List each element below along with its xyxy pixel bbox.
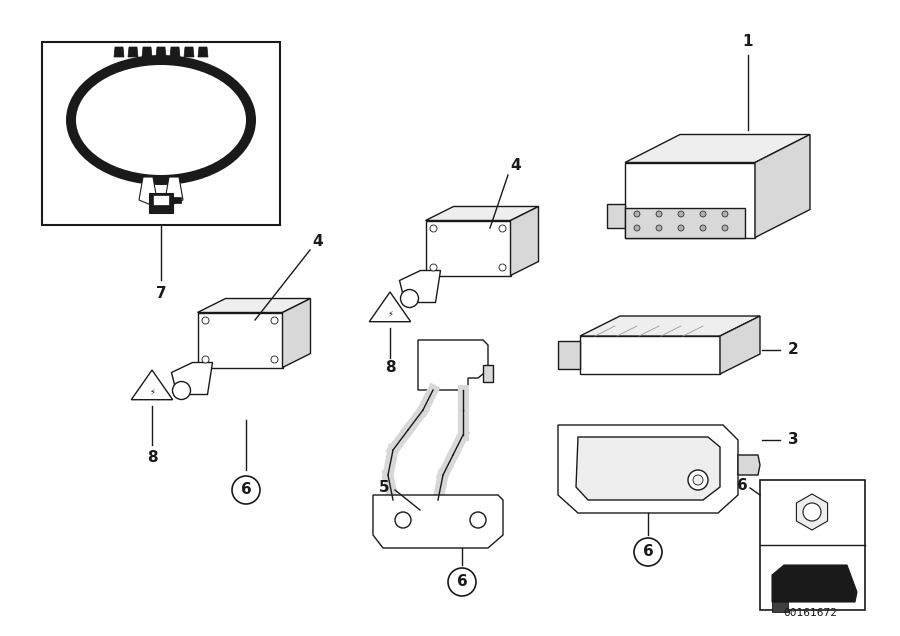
Polygon shape <box>426 221 510 275</box>
Polygon shape <box>400 270 440 303</box>
Polygon shape <box>42 42 280 225</box>
Text: 7: 7 <box>156 286 166 300</box>
Text: 6: 6 <box>240 483 251 497</box>
Ellipse shape <box>76 65 246 175</box>
Text: 3: 3 <box>788 432 798 448</box>
Circle shape <box>448 568 476 596</box>
Polygon shape <box>170 47 180 57</box>
Polygon shape <box>720 316 760 374</box>
Circle shape <box>271 356 278 363</box>
Polygon shape <box>131 370 173 399</box>
Polygon shape <box>156 47 166 57</box>
Polygon shape <box>625 208 745 237</box>
Text: 00161672: 00161672 <box>783 608 837 618</box>
Polygon shape <box>760 480 865 610</box>
Circle shape <box>803 503 821 521</box>
Circle shape <box>430 264 437 271</box>
Circle shape <box>499 225 506 232</box>
Polygon shape <box>173 197 181 203</box>
Circle shape <box>232 476 260 504</box>
Polygon shape <box>149 193 173 213</box>
Circle shape <box>693 475 703 485</box>
Polygon shape <box>576 437 720 500</box>
Circle shape <box>634 225 640 231</box>
Polygon shape <box>139 177 157 205</box>
Text: 8: 8 <box>384 361 395 375</box>
Polygon shape <box>198 47 208 57</box>
Polygon shape <box>197 298 310 312</box>
Circle shape <box>678 211 684 217</box>
Circle shape <box>700 225 706 231</box>
Text: 1: 1 <box>742 34 753 50</box>
Circle shape <box>395 512 411 528</box>
Polygon shape <box>373 495 503 548</box>
Text: 2: 2 <box>788 343 798 357</box>
Polygon shape <box>772 602 788 612</box>
Polygon shape <box>772 565 857 602</box>
Text: ⚡: ⚡ <box>387 309 393 318</box>
Text: ⚡: ⚡ <box>149 387 155 396</box>
Polygon shape <box>283 298 310 368</box>
Circle shape <box>173 382 191 399</box>
Polygon shape <box>184 47 194 57</box>
Polygon shape <box>172 363 212 394</box>
Circle shape <box>722 211 728 217</box>
Circle shape <box>678 225 684 231</box>
Polygon shape <box>738 455 760 475</box>
Polygon shape <box>580 316 760 336</box>
Circle shape <box>202 317 209 324</box>
Polygon shape <box>558 425 738 513</box>
Text: 4: 4 <box>312 235 323 249</box>
Polygon shape <box>580 336 720 374</box>
Polygon shape <box>607 204 625 228</box>
Polygon shape <box>165 177 183 205</box>
Polygon shape <box>142 47 152 57</box>
Circle shape <box>688 470 708 490</box>
Polygon shape <box>625 163 755 237</box>
Text: 5: 5 <box>379 481 390 495</box>
Polygon shape <box>510 207 538 275</box>
Polygon shape <box>369 292 410 322</box>
Circle shape <box>634 211 640 217</box>
Circle shape <box>430 225 437 232</box>
Circle shape <box>499 264 506 271</box>
Polygon shape <box>796 494 828 530</box>
Ellipse shape <box>66 55 256 185</box>
Text: 6: 6 <box>736 478 747 492</box>
Polygon shape <box>755 134 810 237</box>
Polygon shape <box>558 341 580 369</box>
Circle shape <box>271 317 278 324</box>
Polygon shape <box>625 134 810 163</box>
Polygon shape <box>197 312 283 368</box>
Circle shape <box>202 356 209 363</box>
Circle shape <box>700 211 706 217</box>
Circle shape <box>400 289 418 307</box>
Text: 6: 6 <box>456 574 467 590</box>
Circle shape <box>656 225 662 231</box>
Circle shape <box>634 538 662 566</box>
Circle shape <box>656 211 662 217</box>
Circle shape <box>722 225 728 231</box>
Text: 6: 6 <box>643 544 653 560</box>
Text: 4: 4 <box>510 158 521 172</box>
Polygon shape <box>426 207 538 221</box>
Polygon shape <box>153 195 169 205</box>
Polygon shape <box>418 340 488 390</box>
Circle shape <box>470 512 486 528</box>
Polygon shape <box>483 365 493 382</box>
Text: 8: 8 <box>147 450 158 466</box>
Polygon shape <box>114 47 124 57</box>
Polygon shape <box>128 47 138 57</box>
